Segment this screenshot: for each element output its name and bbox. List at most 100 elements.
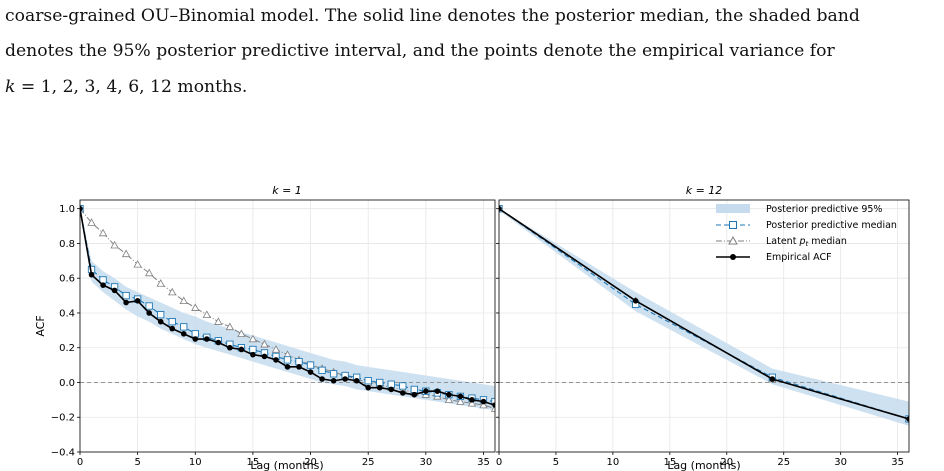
panel-k1-xtick-label: 30	[419, 457, 432, 468]
legend-latent-marker	[728, 235, 738, 245]
panel-k1-ytick-label: 0.8	[59, 239, 75, 250]
panel-k1-empirical-point	[238, 346, 245, 353]
caption-line-3: k = 1, 2, 3, 4, 6, 12 months.	[5, 71, 247, 103]
panel-k1-empirical-point	[388, 386, 395, 393]
legend-band-swatch	[716, 204, 750, 213]
panel-k12-ticks: 0 5 10 15 20 25 30 35	[496, 208, 904, 468]
panel-k1-latent-point	[479, 400, 488, 409]
acf-figure: 0 5 10 15 20 25 30 35 −0.4 −0.2 0.0 0.2 0.4 0.6 0.8 1.0…	[34, 184, 910, 471]
caption-line-2: denotes the 95% posterior predictive int…	[5, 41, 835, 61]
panel-k1-empirical-point	[80, 205, 83, 212]
panel-k1-empirical-point	[411, 391, 418, 398]
legend-latent-symbol: p	[798, 236, 805, 247]
panel-k1-empirical-point	[342, 376, 348, 382]
panel-k1-grid	[79, 200, 495, 453]
panel-k1-latent-point	[98, 228, 108, 237]
legend-latent-label: Latent pt median	[766, 236, 847, 248]
caption-line-3-text: = 1, 2, 3, 4, 6, 12 months.	[15, 77, 248, 97]
panel-k1-xtick-label: 10	[189, 457, 202, 468]
legend-band-label: Posterior predictive 95%	[766, 204, 882, 215]
panel-k1-median-point	[306, 361, 315, 369]
panel-k1-median-point	[318, 366, 326, 374]
panel-k1-xtick-label: 5	[134, 457, 140, 468]
panel-k1-empirical-point	[492, 402, 495, 408]
panel-k1-latent-point	[156, 279, 165, 287]
panel-k1-median-point	[410, 385, 418, 394]
panel-k12-xlabel: Lag (months)	[667, 459, 740, 471]
panel-k1-empirical-point	[204, 336, 210, 342]
caption-k-symbol: k	[5, 77, 16, 97]
panel-k1-empirical-point	[434, 388, 441, 394]
legend-median-label: Posterior predictive median	[766, 220, 897, 231]
panel-k1-latent-point	[87, 218, 96, 226]
panel-k1-median-point	[180, 323, 188, 331]
panel-k1-empirical-point	[457, 393, 464, 400]
legend-latent-suffix: median	[808, 236, 847, 247]
panel-k1-empirical-point	[273, 357, 279, 363]
panel-k1-xtick-label: 25	[362, 457, 375, 468]
panel-k1-empirical-point	[296, 364, 302, 370]
panel-k12-empirical-point	[632, 298, 639, 304]
panel-k1-empirical-point	[319, 376, 325, 382]
panel-k12-xtick-label: 35	[891, 457, 904, 468]
panel-k12-series	[499, 204, 909, 423]
panel-k1-latent-point	[121, 249, 131, 258]
panel-k1-median-point	[168, 318, 176, 326]
panel-k1-empirical-point	[180, 331, 187, 337]
panel-k1-latent-point	[271, 345, 281, 353]
panel-k1-empirical-point	[376, 384, 383, 391]
legend: Posterior predictive 95% Posterior predi…	[716, 204, 897, 263]
panel-k1-median-point	[191, 330, 199, 338]
panel-k1-latent-point	[168, 287, 177, 296]
panel-k1-ytick-label: 0.0	[59, 378, 75, 389]
panel-k1: 0 5 10 15 20 25 30 35 −0.4 −0.2 0.0 0.2 0.4 0.6 0.8 1.0…	[34, 184, 496, 471]
panel-k1-empirical-point	[146, 310, 152, 316]
panel-k1-median-point	[295, 357, 303, 366]
panel-k12: 0 5 10 15 20 25 30 35 k = 12 Lag (months)	[496, 184, 910, 471]
panel-k1-latent-point	[179, 296, 188, 304]
caption-line-1: coarse-grained OU–Binomial model. The so…	[5, 6, 860, 26]
panel-k1-latent-point	[191, 303, 200, 311]
panel-k1-median-point	[157, 311, 165, 319]
panel-k1-empirical-point	[88, 271, 95, 278]
panel-k1-median-point	[399, 382, 407, 390]
panel-k1-latent-point	[225, 322, 235, 331]
panel-k1-empirical-point	[469, 397, 475, 403]
panel-k12-xtick-label: 25	[777, 457, 790, 468]
legend-latent-text: Latent	[766, 236, 797, 247]
panel-k1-empirical-point	[192, 336, 199, 342]
panel-k1-xtick-label: 35	[477, 457, 490, 468]
legend-latent-subscript: t	[806, 240, 809, 248]
panel-k1-ytick-label: 0.2	[59, 343, 75, 354]
panel-k1-empirical-point	[480, 398, 487, 405]
panel-k1-empirical-point	[227, 344, 233, 351]
panel-k1-median-point	[145, 302, 153, 310]
panel-k12-xtick-label: 10	[607, 457, 620, 468]
panel-k1-empirical-point	[157, 318, 164, 325]
panel-k12-grid	[498, 200, 909, 453]
panel-k1-empirical-point	[261, 353, 268, 360]
panel-k1-latent-point	[110, 240, 119, 249]
panel-k12-xtick-label: 5	[553, 457, 559, 468]
panel-k1-latent-point	[214, 317, 223, 325]
legend-empirical-marker	[730, 254, 736, 260]
panel-k1-xtick-label: 20	[304, 457, 317, 468]
panel-k1-ytick-label: −0.4	[51, 448, 75, 459]
panel-k1-latent-point	[237, 329, 246, 338]
panel-k1-ylabel: ACF	[34, 315, 47, 336]
panel-k1-latent-point	[467, 399, 477, 407]
panel-k1-band	[80, 208, 495, 411]
panel-k1-xlabel: Lag (months)	[250, 459, 323, 471]
panel-k1-latent-point	[456, 397, 465, 405]
legend-median-marker	[729, 221, 737, 229]
panel-k1-empirical-point	[169, 325, 176, 332]
panel-k12-empirical-point	[769, 376, 776, 382]
panel-k12-title: k = 12	[686, 184, 723, 197]
panel-k1-empirical-point	[365, 384, 371, 391]
panel-k12-empirical-line	[499, 208, 909, 420]
panel-k1-empirical-point	[215, 339, 222, 346]
panel-k1-latent-point	[248, 334, 258, 343]
panel-k1-title: k = 1	[272, 184, 302, 197]
panel-k1-ticks: 0 5 10 15 20 25 30 35 −0.4 −0.2 0.0 0.2 0.4 0.6 0.8 1.0	[51, 204, 490, 468]
panel-k12-empirical-point	[499, 205, 502, 212]
